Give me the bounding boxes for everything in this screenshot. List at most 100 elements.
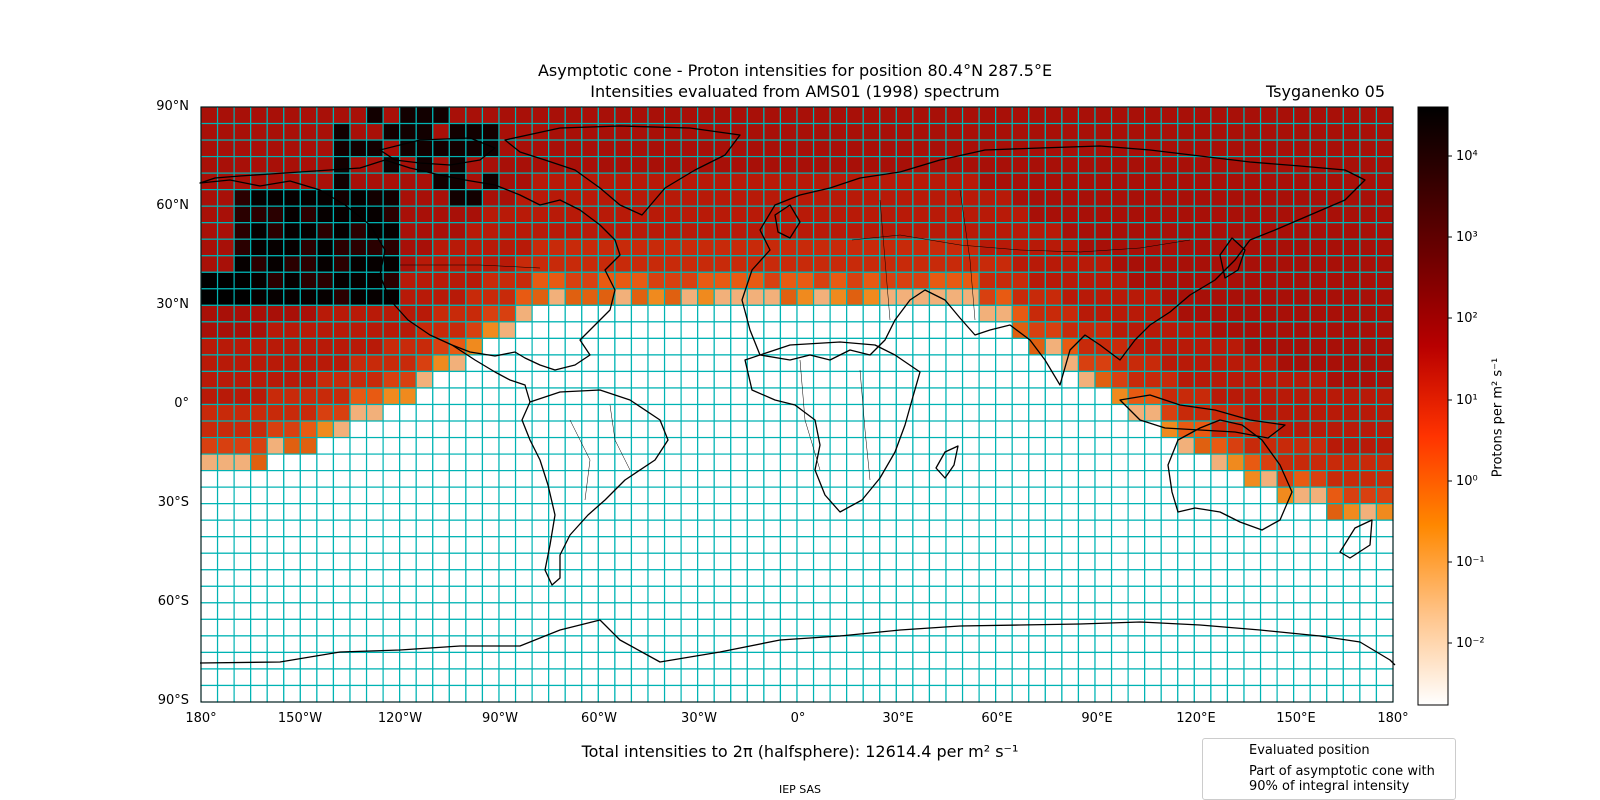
greenland-coast xyxy=(504,125,741,216)
intensity-cell xyxy=(713,536,732,554)
intensity-cell xyxy=(1094,684,1113,703)
intensity-cell xyxy=(1326,139,1344,158)
intensity-cell xyxy=(779,552,798,571)
intensity-cell xyxy=(1044,321,1063,339)
intensity-cell xyxy=(862,536,881,554)
intensity-cell xyxy=(630,271,649,290)
intensity-cell xyxy=(250,139,268,158)
intensity-cell xyxy=(812,172,831,191)
intensity-cell xyxy=(1061,684,1080,703)
intensity-cell xyxy=(564,354,583,373)
intensity-cell xyxy=(316,486,335,505)
intensity-cell xyxy=(531,618,550,637)
intensity-cell xyxy=(1375,172,1394,191)
intensity-cell xyxy=(233,552,252,571)
intensity-cell xyxy=(680,618,699,637)
intensity-cell xyxy=(862,122,881,141)
intensity-cell xyxy=(1342,321,1361,339)
intensity-cell xyxy=(1342,189,1361,207)
intensity-cell xyxy=(1193,139,1212,158)
intensity-cell xyxy=(365,189,384,207)
lat-tick-label: 0° xyxy=(174,396,189,411)
intensity-cell xyxy=(316,403,335,422)
intensity-cell xyxy=(448,205,467,224)
intensity-cell xyxy=(614,552,633,571)
intensity-cell xyxy=(928,387,947,406)
intensity-cell xyxy=(879,635,897,654)
intensity-cell xyxy=(1309,271,1328,290)
lon-tick-label: 90°E xyxy=(1081,711,1113,726)
intensity-cell xyxy=(1359,668,1378,687)
intensity-cell xyxy=(498,288,517,306)
intensity-cell xyxy=(432,420,450,439)
intensity-cell xyxy=(299,139,318,158)
intensity-cell xyxy=(961,684,980,703)
intensity-cell xyxy=(812,436,831,455)
intensity-cell xyxy=(1110,536,1129,554)
intensity-cell xyxy=(1077,453,1096,472)
intensity-cell xyxy=(1326,155,1344,174)
intensity-cell xyxy=(1160,271,1179,290)
legend-cone-label-2: 90% of integral intensity xyxy=(1249,779,1410,794)
colorbar xyxy=(1417,106,1449,706)
intensity-cell xyxy=(1061,651,1080,670)
intensity-cell xyxy=(995,552,1013,571)
intensity-cell xyxy=(630,172,649,191)
intensity-cell xyxy=(548,271,566,290)
intensity-cell xyxy=(597,552,616,571)
intensity-cell xyxy=(1359,271,1378,290)
intensity-cell xyxy=(266,321,285,339)
intensity-cell xyxy=(995,569,1013,587)
intensity-cell xyxy=(961,205,980,224)
intensity-cell xyxy=(961,238,980,257)
intensity-cell xyxy=(1375,337,1394,356)
intensity-cell xyxy=(746,238,765,257)
intensity-cell xyxy=(1375,222,1394,240)
intensity-cell xyxy=(1243,155,1262,174)
intensity-cell xyxy=(1193,189,1212,207)
intensity-cell xyxy=(1011,238,1030,257)
intensity-cell xyxy=(1011,321,1030,339)
intensity-cell xyxy=(1342,651,1361,670)
intensity-cell xyxy=(1259,172,1278,191)
intensity-cell xyxy=(713,321,732,339)
intensity-cell xyxy=(1077,238,1096,257)
intensity-cell xyxy=(746,486,765,505)
intensity-cell xyxy=(680,651,699,670)
intensity-cell xyxy=(779,436,798,455)
intensity-cell xyxy=(779,470,798,488)
intensity-cell xyxy=(1177,618,1195,637)
intensity-cell xyxy=(630,536,649,554)
intensity-cell xyxy=(382,271,401,290)
model-label: Tsyganenko 05 xyxy=(1266,82,1385,101)
intensity-cell xyxy=(1177,651,1195,670)
intensity-cell xyxy=(448,585,467,604)
intensity-cell xyxy=(1160,106,1179,125)
intensity-cell xyxy=(1193,552,1212,571)
lat-tick-label: 30°N xyxy=(156,297,189,312)
intensity-cell xyxy=(415,354,434,373)
intensity-cell xyxy=(1259,569,1278,587)
intensity-cell xyxy=(1061,288,1080,306)
intensity-cell xyxy=(316,470,335,488)
intensity-cell xyxy=(1293,205,1311,224)
intensity-cell xyxy=(1309,453,1328,472)
intensity-cell xyxy=(1028,569,1046,587)
intensity-cell xyxy=(779,585,798,604)
intensity-cell xyxy=(945,354,964,373)
intensity-cell xyxy=(995,370,1013,389)
intensity-cell xyxy=(1144,486,1162,505)
intensity-cell xyxy=(382,370,401,389)
intensity-cell xyxy=(1177,106,1195,125)
intensity-cell xyxy=(812,238,831,257)
intensity-cell xyxy=(1276,470,1295,488)
intensity-cell xyxy=(746,354,765,373)
lon-tick-label: 30°W xyxy=(681,711,717,726)
intensity-cell xyxy=(1160,354,1179,373)
intensity-cell xyxy=(680,503,699,521)
intensity-cell xyxy=(1342,337,1361,356)
intensity-cell xyxy=(1243,503,1262,521)
intensity-cell xyxy=(995,602,1013,620)
intensity-cell xyxy=(250,271,268,290)
intensity-cell xyxy=(995,304,1013,323)
